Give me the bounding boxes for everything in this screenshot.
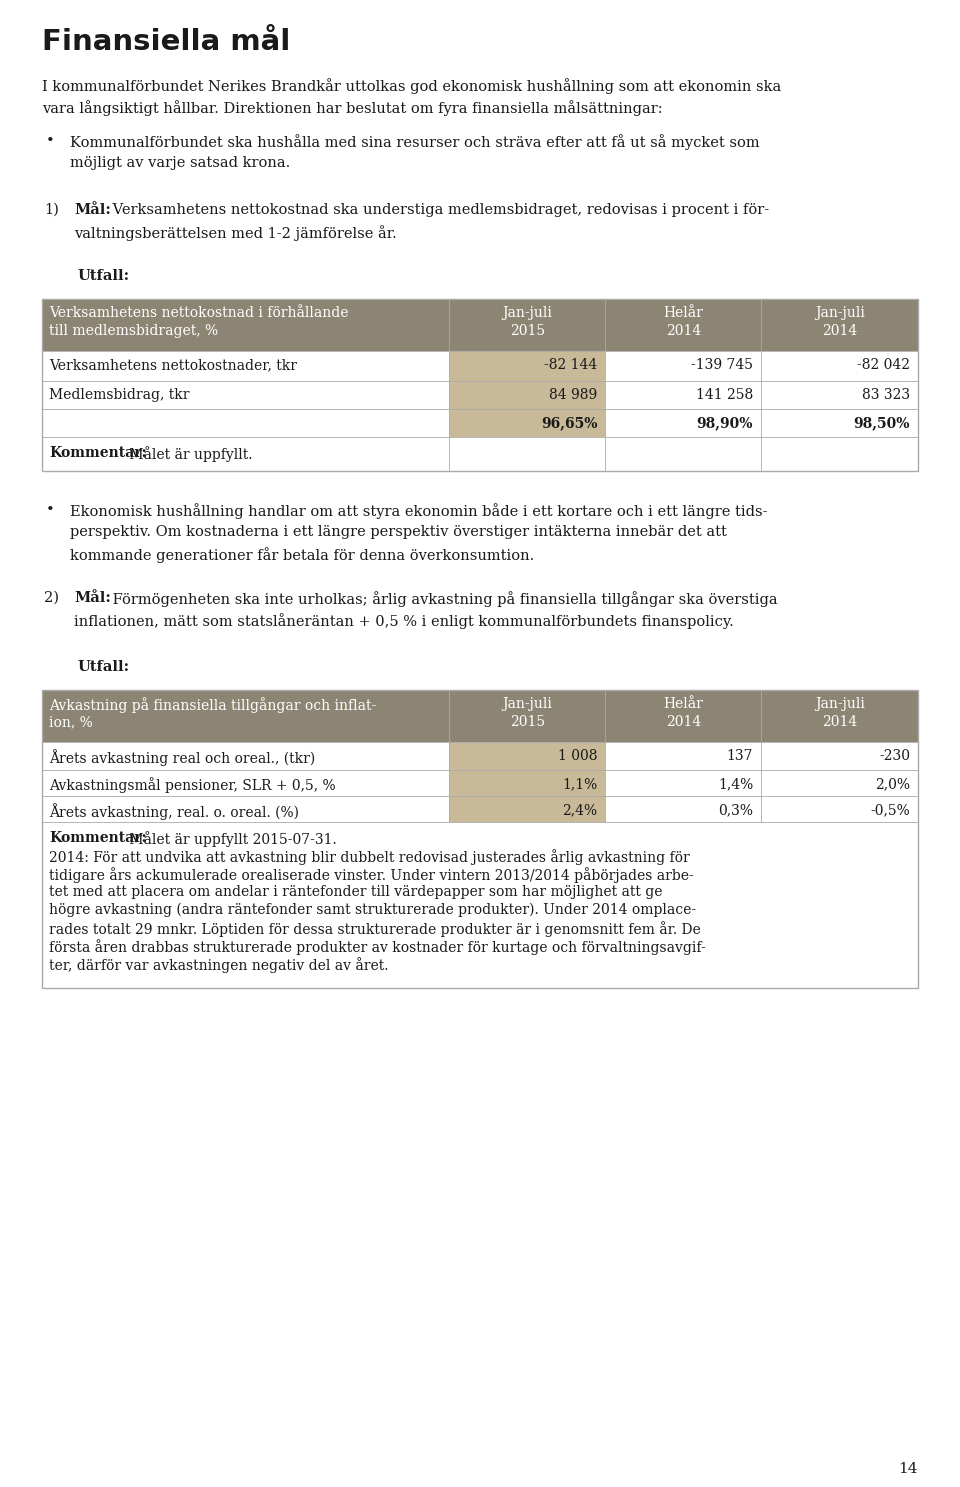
Text: tet med att placera om andelar i räntefonder till värdepapper som har möjlighet : tet med att placera om andelar i räntefo… — [49, 885, 662, 900]
Text: första åren drabbas strukturerade produkter av kostnader för kurtage och förvalt: första åren drabbas strukturerade produk… — [49, 938, 706, 955]
Text: Jan-juli: Jan-juli — [815, 306, 865, 320]
Bar — [449, 690, 605, 742]
Text: -139 745: -139 745 — [691, 358, 754, 372]
Text: 1,4%: 1,4% — [718, 778, 754, 791]
Bar — [449, 796, 605, 822]
Text: Helår: Helår — [663, 697, 703, 711]
Bar — [42, 690, 918, 987]
Text: Årets avkastning, real. o. oreal. (%): Årets avkastning, real. o. oreal. (%) — [49, 803, 299, 819]
Bar — [449, 381, 605, 409]
Text: Verksamhetens nettokostnad ska understiga medlemsbidraget, redovisas i procent i: Verksamhetens nettokostnad ska understig… — [108, 204, 769, 217]
Text: inflationen, mätt som statslåneräntan + 0,5 % i enligt kommunalförbundets finans: inflationen, mätt som statslåneräntan + … — [74, 613, 733, 629]
Text: 141 258: 141 258 — [696, 388, 754, 401]
Bar — [42, 690, 449, 742]
Text: 0,3%: 0,3% — [718, 803, 754, 816]
Text: Målet är uppfyllt 2015-07-31.: Målet är uppfyllt 2015-07-31. — [125, 831, 337, 848]
Bar — [605, 299, 761, 351]
Text: -82 042: -82 042 — [857, 358, 910, 372]
Text: 96,65%: 96,65% — [540, 416, 597, 430]
Bar — [42, 299, 918, 471]
Text: valtningsberättelsen med 1-2 jämförelse år.: valtningsberättelsen med 1-2 jämförelse … — [74, 225, 396, 241]
Text: Finansiella mål: Finansiella mål — [42, 28, 290, 57]
Text: Jan-juli: Jan-juli — [502, 697, 552, 711]
Text: Mål:: Mål: — [74, 590, 110, 605]
Text: Verksamhetens nettokostnader, tkr: Verksamhetens nettokostnader, tkr — [49, 358, 297, 372]
Text: Medlemsbidrag, tkr: Medlemsbidrag, tkr — [49, 388, 189, 401]
Text: 2): 2) — [44, 590, 59, 605]
Text: Utfall:: Utfall: — [77, 660, 130, 674]
Text: 83 323: 83 323 — [862, 388, 910, 401]
Text: 98,90%: 98,90% — [697, 416, 754, 430]
Text: ter, därför var avkastningen negativ del av året.: ter, därför var avkastningen negativ del… — [49, 958, 389, 972]
Text: -230: -230 — [879, 749, 910, 763]
Text: Avkastning på finansiella tillgångar och inflat-: Avkastning på finansiella tillgångar och… — [49, 697, 376, 712]
Bar — [605, 690, 761, 742]
Text: Målet är uppfyllt.: Målet är uppfyllt. — [125, 446, 252, 462]
Text: 98,50%: 98,50% — [853, 416, 910, 430]
Text: vara långsiktigt hållbar. Direktionen har beslutat om fyra finansiella målsättni: vara långsiktigt hållbar. Direktionen ha… — [42, 100, 662, 116]
Text: 2014: 2014 — [822, 715, 857, 729]
Bar — [761, 690, 918, 742]
Text: •: • — [46, 503, 55, 517]
Text: Helår: Helår — [663, 306, 703, 320]
Text: Ekonomisk hushållning handlar om att styra ekonomin både i ett kortare och i ett: Ekonomisk hushållning handlar om att sty… — [70, 503, 767, 519]
Text: 2,0%: 2,0% — [875, 778, 910, 791]
Text: 2015: 2015 — [510, 324, 545, 338]
Text: Jan-juli: Jan-juli — [815, 697, 865, 711]
Text: -0,5%: -0,5% — [871, 803, 910, 816]
Text: Kommentar:: Kommentar: — [49, 831, 147, 845]
Text: Kommentar:: Kommentar: — [49, 446, 147, 459]
Text: 2014: 2014 — [822, 324, 857, 338]
Text: perspektiv. Om kostnaderna i ett längre perspektiv överstiger intäkterna innebär: perspektiv. Om kostnaderna i ett längre … — [70, 525, 727, 538]
Text: Verksamhetens nettokostnad i förhållande: Verksamhetens nettokostnad i förhållande — [49, 306, 348, 320]
Text: -82 144: -82 144 — [544, 358, 597, 372]
Text: 2014: För att undvika att avkastning blir dubbelt redovisad justerades årlig avk: 2014: För att undvika att avkastning bli… — [49, 849, 689, 865]
Text: kommande generationer får betala för denna överkonsumtion.: kommande generationer får betala för den… — [70, 547, 535, 564]
Text: 1 008: 1 008 — [558, 749, 597, 763]
Bar — [42, 822, 918, 987]
Text: 84 989: 84 989 — [549, 388, 597, 401]
Bar — [449, 299, 605, 351]
Text: Kommunalförbundet ska hushålla med sina resurser och sträva efter att få ut så m: Kommunalförbundet ska hushålla med sina … — [70, 134, 759, 150]
Bar — [449, 351, 605, 381]
Text: ion, %: ion, % — [49, 715, 93, 729]
Text: 1,1%: 1,1% — [562, 778, 597, 791]
Text: Förmögenheten ska inte urholkas; årlig avkastning på finansiella tillgångar ska : Förmögenheten ska inte urholkas; årlig a… — [108, 590, 778, 607]
Text: Avkastningsmål pensioner, SLR + 0,5, %: Avkastningsmål pensioner, SLR + 0,5, % — [49, 778, 336, 793]
Text: 2,4%: 2,4% — [563, 803, 597, 816]
Text: Årets avkastning real och oreal., (tkr): Årets avkastning real och oreal., (tkr) — [49, 749, 315, 766]
Text: 14: 14 — [899, 1462, 918, 1477]
Text: till medlemsbidraget, %: till medlemsbidraget, % — [49, 324, 218, 338]
Text: •: • — [46, 134, 55, 149]
Text: 2014: 2014 — [665, 715, 701, 729]
Text: 2014: 2014 — [665, 324, 701, 338]
Text: 137: 137 — [727, 749, 754, 763]
Bar — [449, 409, 605, 437]
Bar — [761, 299, 918, 351]
Bar — [42, 299, 449, 351]
Text: rades totalt 29 mnkr. Löptiden för dessa strukturerade produkter är i genomsnitt: rades totalt 29 mnkr. Löptiden för dessa… — [49, 920, 701, 937]
Text: Utfall:: Utfall: — [77, 269, 130, 283]
Bar — [449, 742, 605, 770]
Text: 1): 1) — [44, 204, 59, 217]
Bar — [449, 770, 605, 796]
Text: Jan-juli: Jan-juli — [502, 306, 552, 320]
Text: Mål:: Mål: — [74, 204, 110, 217]
Text: högre avkastning (andra räntefonder samt strukturerade produkter). Under 2014 om: högre avkastning (andra räntefonder samt… — [49, 903, 696, 917]
Text: I kommunalförbundet Nerikes Brandkår uttolkas god ekonomisk hushållning som att : I kommunalförbundet Nerikes Brandkår utt… — [42, 77, 781, 94]
Text: möjligt av varje satsad krona.: möjligt av varje satsad krona. — [70, 156, 290, 170]
Text: tidigare års ackumulerade orealiserade vinster. Under vintern 2013/2014 påbörjad: tidigare års ackumulerade orealiserade v… — [49, 867, 694, 883]
Text: 2015: 2015 — [510, 715, 545, 729]
